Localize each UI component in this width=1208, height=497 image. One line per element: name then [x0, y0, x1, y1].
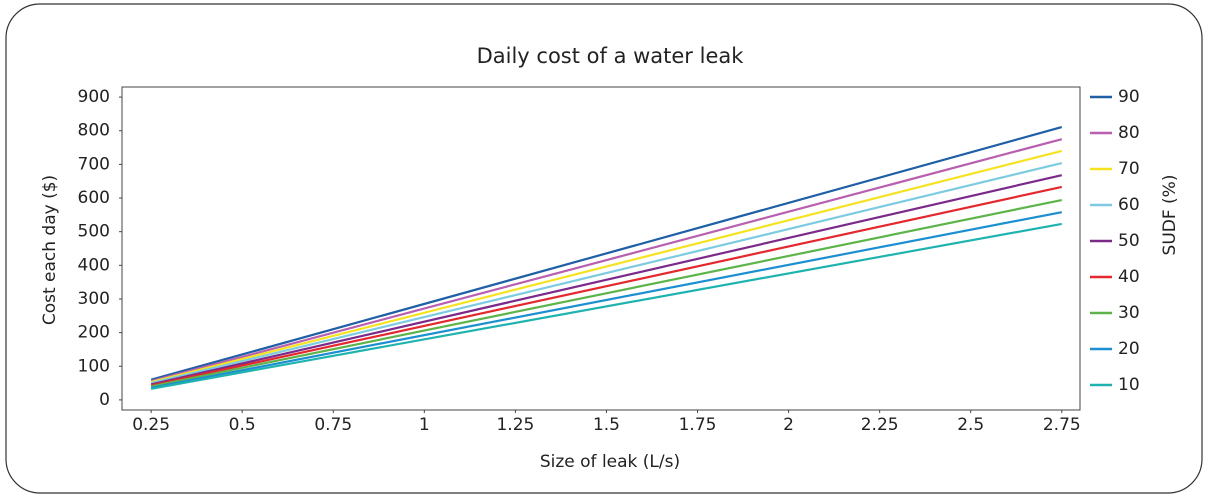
x-tick-label: 2.25 — [861, 415, 899, 435]
y-tick-label: 200 — [78, 323, 110, 343]
x-tick-label: 1.75 — [679, 415, 717, 435]
x-tick-label: 0.75 — [314, 415, 352, 435]
y-tick-label: 600 — [78, 188, 110, 208]
series-line — [150, 149, 1063, 384]
plot-area — [121, 86, 1081, 411]
frame — [5, 3, 1203, 494]
y-tick-label: 900 — [78, 87, 110, 107]
y-tick-label: 800 — [78, 121, 110, 141]
series-line — [150, 138, 1063, 383]
y-tick-label: 700 — [78, 154, 110, 174]
legend-label: 20 — [1118, 339, 1140, 359]
y-tick-label: 500 — [78, 222, 110, 242]
y-tick-label: 100 — [78, 356, 110, 376]
y-tick-label: 300 — [78, 289, 110, 309]
series-line — [150, 125, 1063, 381]
legend-label: 70 — [1118, 159, 1140, 179]
legend-label: 40 — [1118, 267, 1140, 287]
series-line — [150, 185, 1063, 387]
y-axis-label: Cost each day ($) — [40, 175, 60, 325]
x-tick-label: 1 — [419, 415, 430, 435]
series-line — [150, 211, 1062, 389]
series-line — [150, 222, 1062, 390]
x-axis-label: Size of leak (L/s) — [540, 452, 680, 472]
legend-label: 90 — [1118, 87, 1140, 107]
x-tick-label: 1.25 — [496, 415, 534, 435]
chart-title: Daily cost of a water leak — [477, 44, 745, 68]
legend-label: 10 — [1118, 375, 1140, 395]
x-tick-label: 2.5 — [957, 415, 984, 435]
legend-label: 50 — [1118, 231, 1140, 251]
legend-title: SUDF (%) — [1160, 175, 1180, 256]
series-line — [150, 198, 1063, 388]
x-tick-label: 1.5 — [593, 415, 620, 435]
legend-label: 80 — [1118, 123, 1140, 143]
x-tick-label: 0.25 — [132, 415, 170, 435]
x-tick-label: 0.5 — [229, 415, 256, 435]
legend-label: 60 — [1118, 195, 1140, 215]
x-tick-label: 2.75 — [1043, 415, 1081, 435]
series-line — [150, 174, 1063, 386]
legend-label: 30 — [1118, 303, 1140, 323]
series-line — [150, 161, 1063, 385]
y-tick-label: 400 — [78, 255, 110, 275]
x-tick-label: 2 — [783, 415, 794, 435]
y-tick-label: 0 — [99, 390, 110, 410]
